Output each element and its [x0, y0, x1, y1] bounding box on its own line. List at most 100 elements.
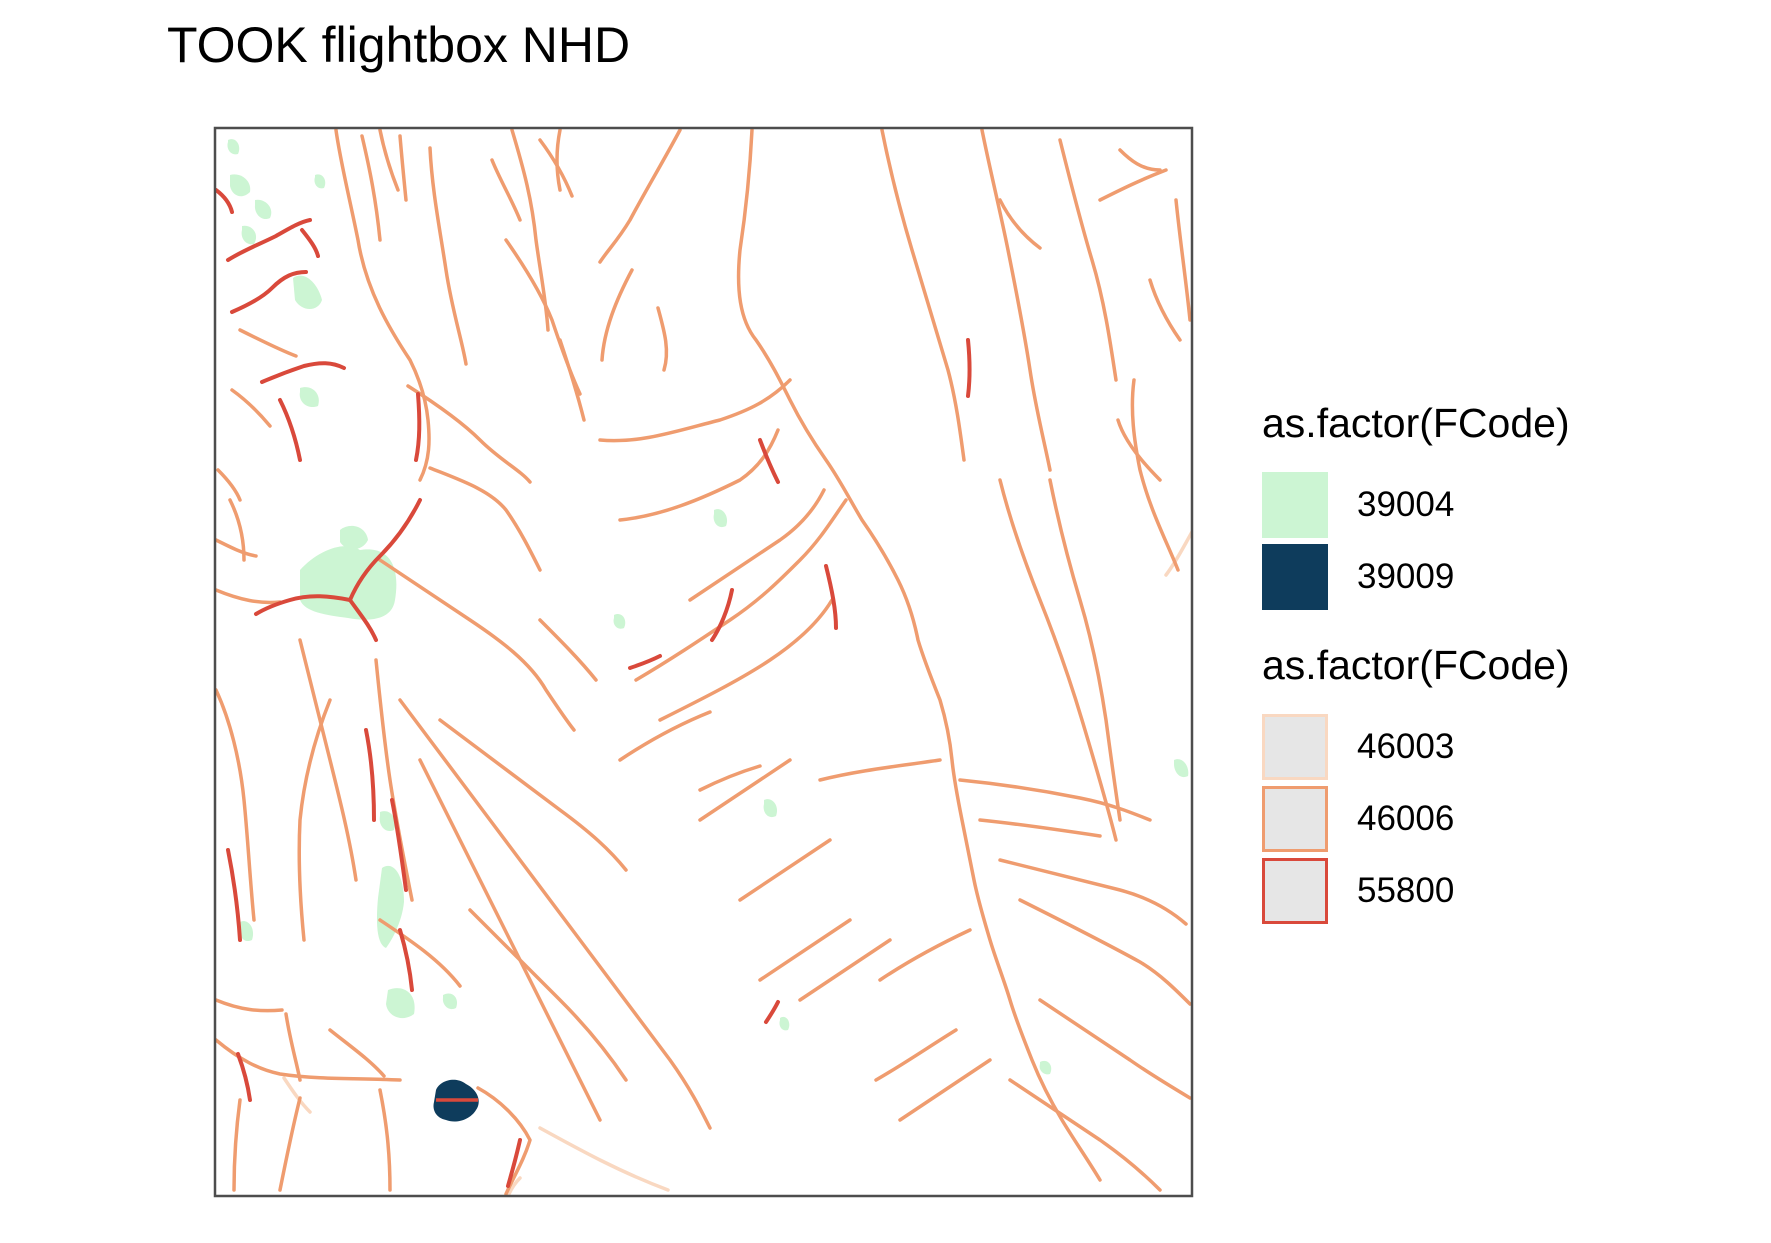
flowline	[378, 558, 576, 732]
waterbody-polygon	[442, 993, 458, 1010]
flowline	[428, 466, 542, 572]
legend-label-46003: 46003	[1357, 727, 1455, 766]
waterbody-polygon	[241, 225, 257, 245]
legend-label-39004: 39004	[1357, 485, 1455, 524]
flowline	[260, 361, 346, 384]
flowline	[390, 798, 408, 892]
flowline	[598, 128, 682, 264]
flowline	[1130, 378, 1180, 572]
waterbody-polygon	[1039, 1060, 1052, 1075]
flowline	[555, 128, 562, 192]
flowline	[438, 718, 628, 872]
legend-label-39009: 39009	[1357, 557, 1455, 596]
flowline	[418, 758, 602, 1122]
flowline	[538, 1126, 670, 1192]
flowline	[298, 638, 358, 882]
flowline	[978, 818, 1102, 838]
flowline	[618, 710, 712, 762]
flowline	[348, 598, 378, 642]
flowline	[628, 654, 662, 670]
flowline	[216, 468, 242, 502]
flowline	[476, 1086, 532, 1196]
flowline	[880, 128, 966, 462]
flowline	[818, 758, 942, 782]
flowline	[710, 588, 734, 642]
flowline	[798, 938, 892, 1002]
flowline	[254, 594, 352, 616]
flowline	[966, 338, 972, 398]
waterbody-polygon	[713, 509, 728, 528]
flowline	[656, 306, 669, 372]
flowline	[878, 928, 972, 982]
waterbody-polygon	[1174, 759, 1189, 778]
flowline	[1008, 1078, 1162, 1192]
flowline	[228, 498, 246, 562]
flowline	[378, 1088, 392, 1192]
flowline	[998, 198, 1042, 250]
flowline	[898, 1058, 992, 1122]
waterbody-polygon	[227, 139, 240, 155]
flowline	[398, 928, 414, 992]
flowline	[558, 338, 586, 422]
map-panel-border	[213, 126, 1194, 1198]
flowline	[334, 128, 431, 482]
flowline	[980, 128, 1052, 472]
flowline	[328, 1028, 386, 1078]
flowline	[215, 998, 284, 1013]
waterbody-polygon	[300, 546, 397, 620]
flowline	[1098, 168, 1168, 202]
flowline	[278, 1096, 302, 1192]
legend-label-55800: 55800	[1357, 871, 1455, 910]
flowline	[1048, 478, 1122, 822]
flowline	[300, 228, 320, 258]
flowline	[874, 1028, 958, 1082]
flowline	[698, 758, 792, 822]
flowline	[688, 488, 826, 602]
flowline	[364, 728, 376, 822]
flowline	[1116, 418, 1162, 482]
flowline	[282, 1076, 312, 1114]
flowline	[600, 268, 634, 362]
waterbody-polygon	[254, 199, 272, 220]
waterbody-polygon	[763, 799, 778, 818]
legend-title-line: as.factor(FCode)	[1262, 642, 1570, 688]
map-title: TOOK flightbox NHD	[167, 17, 631, 73]
flowlines-46003	[282, 530, 1192, 1196]
flowline	[230, 270, 308, 314]
flowline	[232, 1098, 242, 1192]
flowline	[998, 858, 1188, 926]
flowline	[736, 128, 1102, 1182]
flowline	[398, 698, 712, 1130]
flowline	[226, 218, 312, 262]
flowlines-46006	[215, 128, 1192, 1196]
flowline	[348, 498, 422, 602]
flowline	[428, 146, 468, 366]
waterbody-polygon	[230, 174, 251, 197]
flowline	[698, 764, 762, 792]
legend-key-55800	[1262, 858, 1328, 924]
flowline	[824, 564, 838, 630]
waterbody-polygon	[239, 921, 254, 942]
flowline	[278, 398, 302, 462]
flowline	[236, 1052, 252, 1102]
waterbodies-39004	[227, 139, 1189, 1075]
flowline	[360, 134, 382, 242]
waterbodies-39009	[433, 1079, 479, 1122]
flowline	[506, 1138, 522, 1188]
flowline	[618, 428, 780, 522]
flowline	[598, 378, 792, 443]
waterbody-polygon	[376, 865, 404, 948]
waterbody-polygon	[379, 811, 396, 832]
legend-label-46006: 46006	[1357, 799, 1455, 838]
legend-key-46003	[1262, 714, 1328, 780]
waterbody-polygon	[340, 525, 368, 550]
flowline	[1038, 998, 1192, 1100]
waterbody-polygon	[314, 174, 326, 189]
flowline	[226, 848, 242, 942]
flowline	[1058, 138, 1118, 382]
flowline	[398, 134, 408, 202]
flowline	[1164, 530, 1192, 577]
flowline	[738, 838, 832, 902]
flowline	[1118, 148, 1162, 172]
